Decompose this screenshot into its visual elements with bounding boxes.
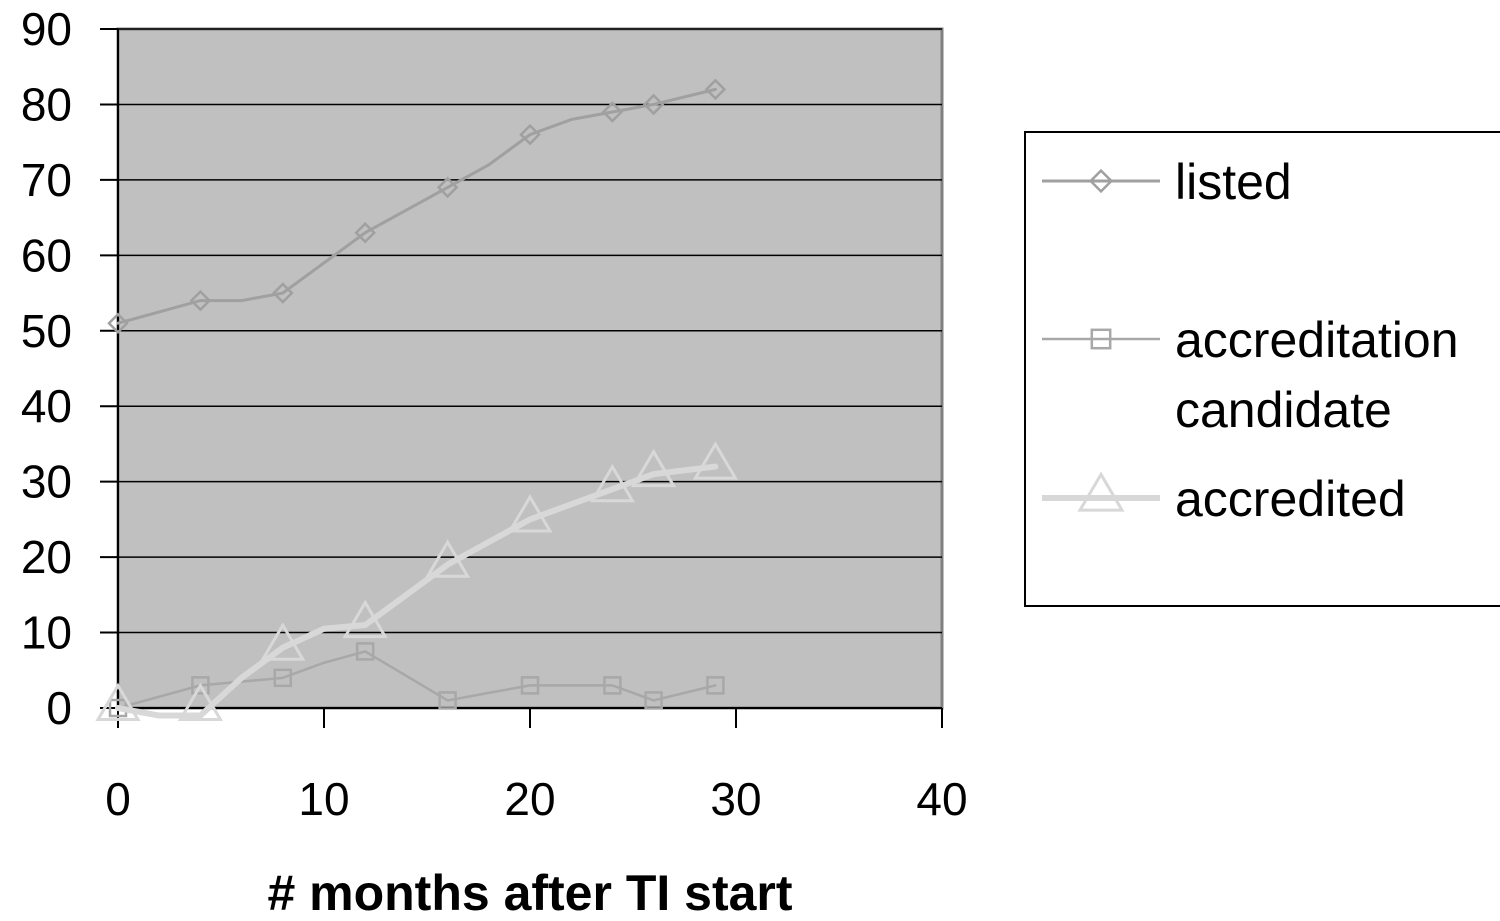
- legend-entry-listed: listed: [1042, 154, 1292, 210]
- x-tick-label-0: 0: [105, 773, 131, 825]
- y-tick-label-90: 90: [21, 3, 72, 55]
- series-line: [116, 650, 717, 710]
- y-axis-ticks: 0 10 20 30 40 50 60 70 80 90: [21, 3, 118, 734]
- x-axis-label: # months after TI start: [267, 865, 792, 921]
- y-tick-label-20: 20: [21, 531, 72, 583]
- y-tick-label-30: 30: [21, 456, 72, 508]
- series-line: [115, 463, 719, 719]
- y-tick-label-80: 80: [21, 78, 72, 130]
- y-tick-label-0: 0: [46, 682, 72, 734]
- diamond-marker: [189, 289, 212, 312]
- gridlines: [118, 28, 942, 634]
- square-marker: [355, 642, 375, 661]
- triangle-marker: [95, 682, 141, 722]
- plot-area-background: [116, 27, 944, 710]
- legend-square-marker: [1090, 328, 1112, 350]
- legend-label: listed: [1175, 154, 1292, 210]
- y-tick-label-10: 10: [21, 607, 72, 659]
- square-marker: [438, 691, 457, 710]
- triangle-marker: [342, 599, 388, 639]
- legend-entry-accredited: accredited: [1042, 471, 1406, 527]
- y-tick-label-70: 70: [21, 154, 72, 206]
- legend-box: [1024, 131, 1500, 607]
- square-marker: [706, 676, 725, 695]
- diamond-marker: [519, 123, 541, 146]
- square-marker: [603, 676, 622, 695]
- diamond-marker: [436, 176, 459, 199]
- triangle-marker: [177, 682, 224, 722]
- x-axis-ticks: 0 10 20 30 40: [105, 708, 968, 825]
- x-tick-label-10: 10: [298, 773, 349, 825]
- legend-entry-accreditation-candidate: accreditation candidate: [1042, 312, 1459, 438]
- triangle-marker: [507, 493, 553, 533]
- y-tick-label-40: 40: [21, 380, 72, 432]
- x-tick-label-20: 20: [504, 773, 555, 825]
- legend-label: accredited: [1175, 471, 1406, 527]
- diamond-marker: [642, 93, 665, 116]
- triangle-marker: [424, 539, 471, 578]
- triangle-marker: [260, 622, 306, 661]
- diamond-marker: [354, 221, 376, 244]
- triangle-marker: [692, 441, 739, 480]
- legend-label: accreditation: [1175, 312, 1459, 368]
- x-tick-label-40: 40: [916, 773, 967, 825]
- series-accredited: [95, 441, 739, 722]
- series-lines: [95, 78, 739, 722]
- square-marker: [191, 676, 210, 695]
- series-listed: [107, 78, 727, 335]
- legend-diamond-marker: [1088, 168, 1114, 194]
- legend-label: candidate: [1175, 382, 1392, 438]
- diamond-marker: [272, 282, 294, 304]
- square-marker: [273, 668, 293, 688]
- triangle-marker: [589, 463, 636, 503]
- square-marker: [520, 676, 540, 695]
- legend: listed accreditation candidate accredited: [1024, 131, 1500, 607]
- diamond-marker: [107, 312, 129, 335]
- diamond-marker: [704, 78, 727, 101]
- series-accreditation-candidate: [108, 642, 725, 718]
- x-tick-label-30: 30: [710, 773, 761, 825]
- triangle-marker: [630, 448, 677, 488]
- y-tick-label-60: 60: [21, 229, 72, 281]
- y-tick-label-50: 50: [21, 305, 72, 357]
- legend-triangle-marker: [1077, 471, 1125, 512]
- diamond-marker: [601, 101, 624, 123]
- square-marker: [644, 691, 663, 710]
